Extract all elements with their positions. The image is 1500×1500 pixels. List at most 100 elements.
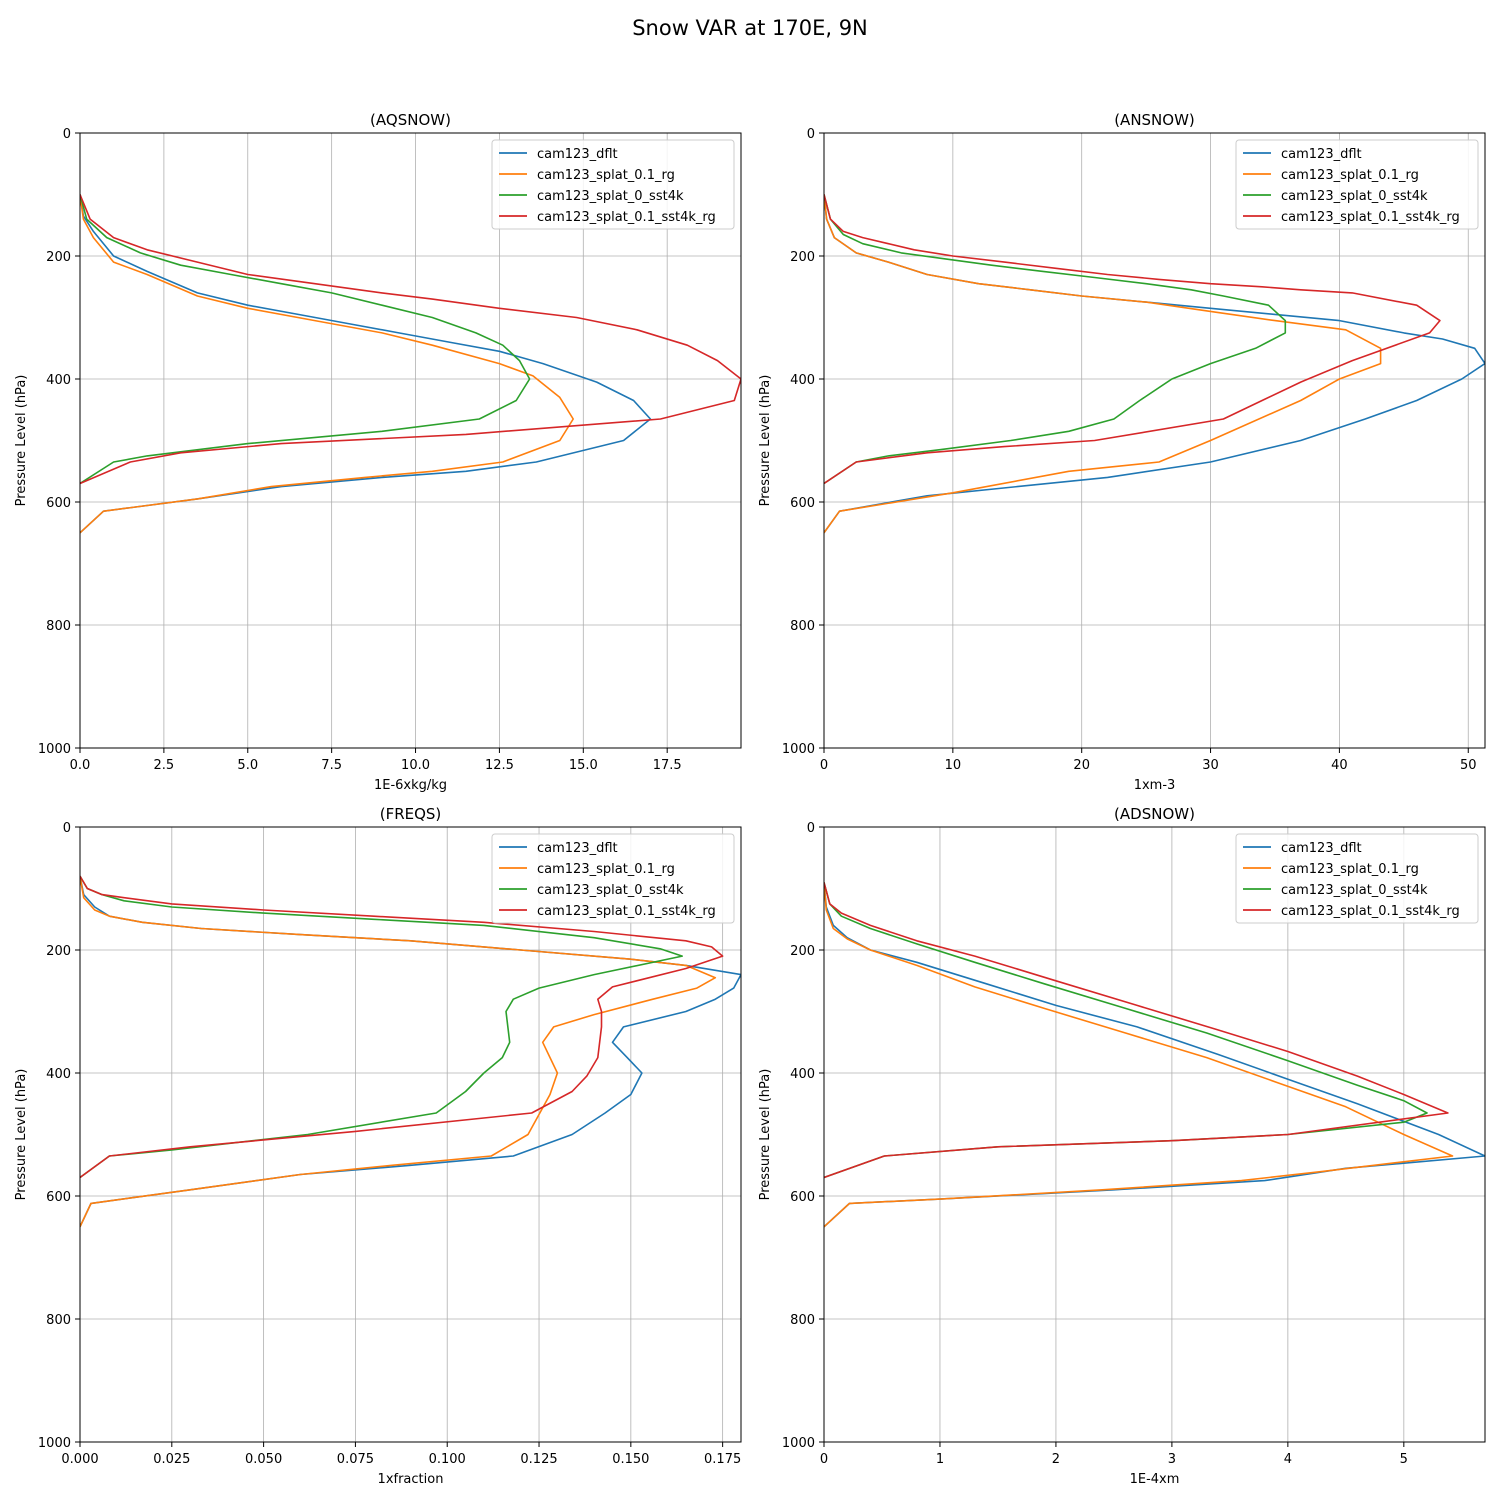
legend-box [491,833,735,924]
y-tick-label: 400 [46,373,71,388]
y-tick-label: 1000 [38,742,71,757]
x-tick-label: 0.125 [520,1452,557,1467]
y-tick-label: 800 [46,619,71,634]
series-line-cam123_splat_0_sst4k [824,882,1428,1179]
x-tick-label: 10.0 [401,758,430,773]
x-tick-label: 2 [1052,1452,1060,1467]
y-tick-label: 200 [46,250,71,265]
series-line-cam123_splat_0.1_sst4k_rg [80,875,724,1179]
chart-title: (FREQS) [380,805,442,823]
legend-label: cam123_splat_0_sst4k [1281,189,1428,204]
x-tick-label: 20 [1073,758,1090,773]
x-axis-label: 1E-4xm [1130,1472,1180,1487]
legend-box [491,139,735,230]
legend-box [1235,833,1479,924]
legend-label: cam123_dflt [1281,147,1362,162]
series-line-cam123_splat_0.1_sst4k_rg [824,882,1449,1179]
x-tick-label: 2.5 [154,758,175,773]
legend-label: cam123_splat_0_sst4k [1281,883,1428,898]
y-tick-label: 600 [46,496,71,511]
series-line-cam123_dflt [824,882,1485,1228]
y-tick-label: 400 [790,1067,815,1082]
legend-label: cam123_splat_0.1_rg [1281,168,1419,183]
y-axis-label: Pressure Level (hPa) [758,1069,773,1201]
legend-label: cam123_splat_0.1_sst4k_rg [1281,904,1460,919]
series-line-cam123_splat_0.1_rg [824,882,1454,1228]
legend: cam123_dflt cam123_splat_0.1_rg cam123_spl… [491,833,735,924]
plot-frame [79,132,742,749]
x-tick-label: 0.150 [612,1452,649,1467]
chart-panel-1: 0.0 2.5 5.0 7.5 10.0 12.5 15.0 17.5 0 200 400 600 80… [14,111,742,793]
chart-title: (AQSNOW) [370,111,451,129]
y-tick-label: 1000 [782,1436,815,1451]
x-tick-label: 7.5 [321,758,342,773]
y-tick-label: 0 [807,127,815,142]
x-tick-label: 12.5 [485,758,514,773]
legend-label: cam123_splat_0.1_rg [1281,862,1419,877]
figure-title: Snow VAR at 170E, 9N [632,16,868,40]
x-tick-label: 17.5 [653,758,682,773]
legend-label: cam123_splat_0_sst4k [537,189,684,204]
series-line-cam123_splat_0.1_rg [80,194,575,534]
series-line-cam123_splat_0.1_rg [80,876,717,1228]
x-tick-label: 50 [1460,758,1477,773]
y-tick-label: 600 [790,496,815,511]
legend-label: cam123_splat_0.1_sst4k_rg [1281,210,1460,225]
y-tick-label: 0 [63,127,71,142]
series-line-cam123_splat_0_sst4k [80,194,531,485]
legend-label: cam123_dflt [537,841,618,856]
x-tick-label: 10 [945,758,962,773]
x-tick-label: 0 [820,758,828,773]
x-tick-label: 0.0 [70,758,91,773]
plot-frame [79,826,742,1443]
y-axis-label: Pressure Level (hPa) [14,1069,29,1201]
x-tick-label: 0.000 [61,1452,98,1467]
x-tick-label: 30 [1202,758,1219,773]
y-tick-label: 1000 [782,742,815,757]
y-tick-label: 800 [46,1313,71,1328]
series-line-cam123_splat_0.1_sst4k_rg [824,194,1441,485]
x-axis-label: 1xm-3 [1134,778,1176,793]
series-line-cam123_dflt [824,194,1485,534]
y-tick-label: 400 [790,373,815,388]
y-tick-label: 0 [807,821,815,836]
y-tick-label: 800 [790,619,815,634]
series-line-cam123_dflt [80,194,652,534]
y-tick-label: 800 [790,1313,815,1328]
x-tick-label: 0.175 [704,1452,741,1467]
x-tick-label: 1 [936,1452,944,1467]
y-tick-label: 600 [790,1190,815,1205]
y-tick-label: 200 [790,250,815,265]
series-line-cam123_dflt [80,876,741,1228]
legend-label: cam123_dflt [1281,841,1362,856]
legend-label: cam123_splat_0.1_sst4k_rg [537,210,716,225]
legend-label: cam123_dflt [537,147,618,162]
y-tick-label: 200 [790,944,815,959]
x-tick-label: 15.0 [569,758,598,773]
plot-frame [823,826,1486,1443]
series-line-cam123_splat_0.1_rg [824,194,1382,534]
y-axis-label: Pressure Level (hPa) [758,375,773,507]
x-tick-label: 40 [1331,758,1348,773]
chart-panel-4: 0 1 2 3 4 5 0 200 400 600 800 1000 (ADSNOW) 1E-4xm Pre… [758,805,1486,1487]
x-tick-label: 0.025 [153,1452,190,1467]
x-tick-label: 0.075 [337,1452,374,1467]
x-tick-label: 0 [820,1452,828,1467]
legend: cam123_dflt cam123_splat_0.1_rg cam123_spl… [491,139,735,230]
x-tick-label: 3 [1168,1452,1176,1467]
y-axis-label: Pressure Level (hPa) [14,375,29,507]
legend-label: cam123_splat_0.1_rg [537,862,675,877]
y-tick-label: 0 [63,821,71,836]
chart-title: (ADSNOW) [1114,805,1195,823]
series-line-cam123_splat_0_sst4k [80,875,684,1179]
legend-box [1235,139,1479,230]
x-tick-label: 0.100 [429,1452,466,1467]
y-tick-label: 600 [46,1190,71,1205]
chart-panel-3: 0.000 0.025 0.050 0.075 0.100 0.125 0.150 0.175… [14,805,742,1487]
chart-panel-2: 0 10 20 30 40 50 0 200 400 600 800 1000 (ANSNOW) 1xm-… [758,111,1486,793]
chart-title: (ANSNOW) [1114,111,1195,129]
legend-label: cam123_splat_0_sst4k [537,883,684,898]
x-tick-label: 5.0 [237,758,258,773]
legend: cam123_dflt cam123_splat_0.1_rg cam123_spl… [1235,833,1479,924]
